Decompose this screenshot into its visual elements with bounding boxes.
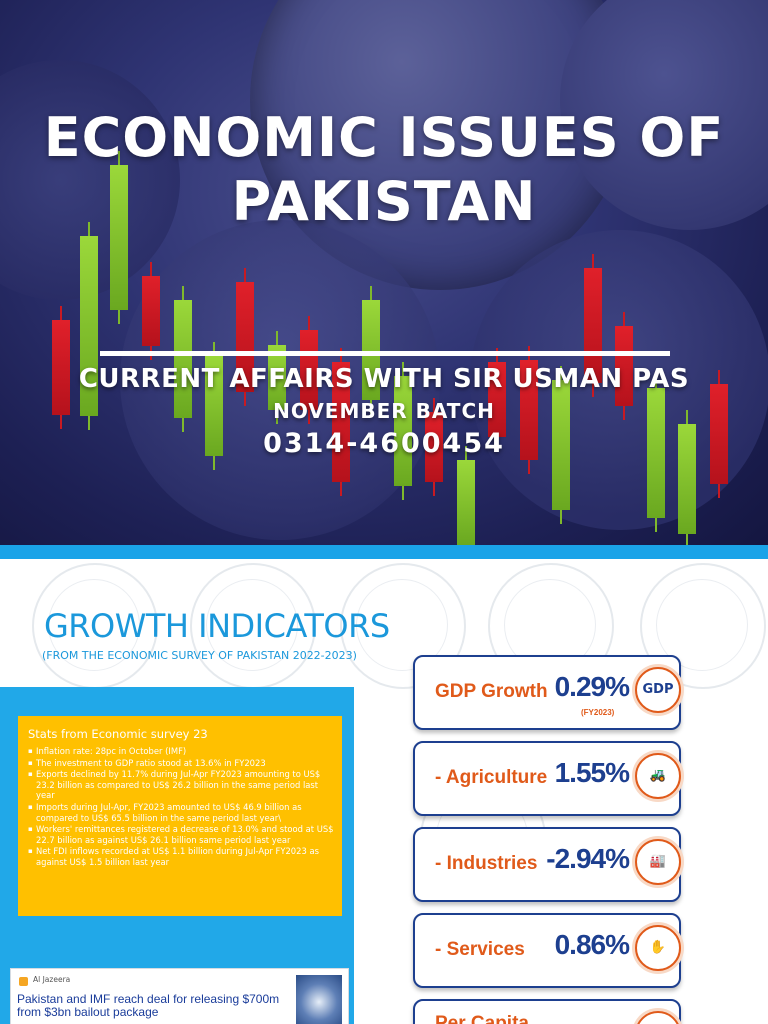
news-card[interactable]: Al Jazeera Pakistan and IMF reach deal f…: [10, 968, 349, 1024]
growth-slide: GROWTH INDICATORS (FROM THE ECONOMIC SUR…: [0, 545, 768, 1024]
candle-green: [80, 222, 98, 430]
stats-item: The investment to GDP ratio stood at 13.…: [28, 758, 336, 769]
indicator-value: -2.94%: [546, 843, 630, 874]
candle-red: [488, 348, 506, 451]
indicator-value: 1.55%: [554, 757, 630, 788]
indicator-value: 0.29%: [554, 671, 630, 702]
stats-item: Inflation rate: 28pc in October (IMF): [28, 746, 336, 757]
candle-green: [205, 342, 223, 470]
stats-item: Workers' remittances registered a decrea…: [28, 824, 336, 845]
factory-icon: 🏭: [635, 839, 681, 885]
news-source: Al Jazeera: [33, 975, 71, 984]
indicator-label: - Agriculture: [435, 767, 548, 788]
indicator-note: (FY2023): [581, 708, 615, 717]
growth-title: GROWTH INDICATORS: [44, 607, 390, 645]
indicator-label: Per Capita: [435, 1013, 529, 1024]
stats-item: Net FDI inflows recorded at US$ 1.1 bill…: [28, 846, 336, 867]
stats-item: Exports declined by 11.7% during Jul-Apr…: [28, 769, 336, 801]
candle-red: [615, 312, 633, 420]
news-headline[interactable]: Pakistan and IMF reach deal for releasin…: [17, 992, 280, 1019]
indicator-card-per-capita: Per Capita: [413, 999, 681, 1024]
candle-red: [236, 268, 254, 406]
indicator-card-gdp: GDP Growth 0.29% ↑ (FY2023) GDP: [413, 655, 681, 730]
phone-number: 0314-4600454: [263, 428, 505, 459]
per-capita-icon: [635, 1011, 681, 1024]
candle-green: [678, 410, 696, 545]
title-divider: [100, 351, 670, 356]
candle-green: [552, 366, 570, 524]
news-source-icon: [19, 977, 28, 986]
cover-title: ECONOMIC ISSUES OF PAKISTAN: [0, 106, 768, 234]
tractor-icon: 🚜: [635, 753, 681, 799]
growth-subtitle: (FROM THE ECONOMIC SURVEY OF PAKISTAN 20…: [42, 649, 357, 662]
candle-green: [647, 374, 665, 532]
stats-item: Imports during Jul-Apr, FY2023 amounted …: [28, 802, 336, 823]
candle-green: [457, 446, 475, 545]
indicator-card-industries: - Industries -2.94% ↓ 🏭: [413, 827, 681, 902]
candle-green: [174, 286, 192, 432]
stats-list: Inflation rate: 28pc in October (IMF) Th…: [28, 746, 336, 869]
watermark-seal: [340, 563, 466, 689]
indicator-card-agriculture: - Agriculture 1.55% ↑ 🚜: [413, 741, 681, 816]
indicator-label: GDP Growth: [435, 681, 548, 702]
imf-logo-thumbnail: [296, 975, 342, 1024]
candle-red: [52, 306, 70, 429]
cover-subtitle: CURRENT AFFAIRS WITH SIR USMAN PAS: [78, 364, 690, 394]
candle-green: [362, 286, 380, 414]
cover-title-line2: PAKISTAN: [231, 170, 537, 233]
candle-red: [142, 262, 160, 360]
candle-green: [394, 362, 412, 500]
cover-title-line1: ECONOMIC ISSUES OF: [43, 106, 725, 169]
candle-red: [300, 316, 318, 424]
cover-slide: ECONOMIC ISSUES OF PAKISTAN CURRENT AFFA…: [0, 0, 768, 545]
candle-red: [425, 398, 443, 496]
stats-heading: Stats from Economic survey 23: [28, 727, 208, 741]
indicator-label: - Industries: [435, 853, 538, 874]
candle-red: [332, 348, 350, 496]
candle-red: [710, 370, 728, 498]
slide-top-band: [0, 545, 768, 559]
batch-label: NOVEMBER BATCH: [273, 399, 495, 423]
service-hand-icon: ✋: [635, 925, 681, 971]
watermark-seal: [640, 563, 766, 689]
indicator-label: - Services: [435, 939, 525, 960]
indicator-card-services: - Services 0.86% ↑ ✋: [413, 913, 681, 988]
candle-red: [520, 346, 538, 474]
candle-green: [268, 331, 286, 424]
gdp-chart-icon: GDP: [635, 667, 681, 713]
indicator-value: 0.86%: [554, 929, 630, 960]
candle-green: [110, 151, 128, 324]
